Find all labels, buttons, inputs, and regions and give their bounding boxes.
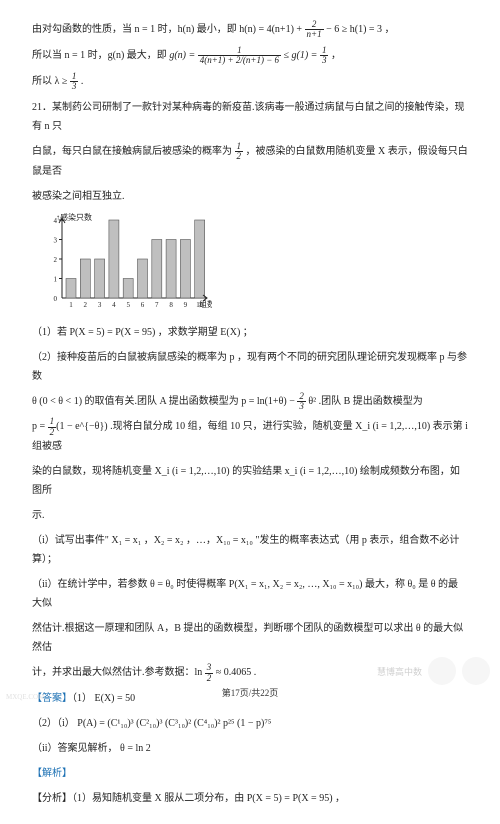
sub-ii-b: 然估计.根据这一原理和团队 A，B 提出的函数模型，判断哪个团队的函数模型可以求… — [32, 619, 468, 657]
sub-ii-a: （ii）在统计学中，若参数 θ = θ₀ 时使得概率 P(X₁ = x₁, X₂… — [32, 575, 468, 613]
derivation-line-1: 由对勾函数的性质，当 n = 1 时，h(n) 最小，即 h(n) = 4(n+… — [32, 20, 468, 40]
text: 所以当 n = 1 时，g(n) 最大，即 — [32, 50, 169, 61]
part2-d: p = 12(1 − e^{−θ}) .现将白鼠分成 10 组，每组 10 只，… — [32, 417, 468, 456]
svg-text:9: 9 — [184, 301, 188, 309]
frac-2-over-nplus1: 2n+1 — [305, 20, 324, 40]
svg-text:3: 3 — [98, 301, 102, 309]
q21-line-a: 21．某制药公司研制了一款针对某种病毒的新疫苗.该病毒一般通过病鼠与白鼠之间的接… — [32, 98, 468, 136]
text: θ (0 < θ < 1) 的取值有关.团队 A 提出函数模型为 p = ln(… — [32, 396, 297, 407]
svg-text:3: 3 — [54, 236, 58, 244]
text: 白鼠，每只白鼠在接触病鼠后被感染的概率为 — [32, 146, 235, 157]
corner-mark: MXQE.COM — [6, 693, 44, 701]
text: − 6 ≥ h(1) = 3 ， — [324, 24, 395, 35]
svg-text:6: 6 — [141, 301, 145, 309]
q21-line-d: 被感染之间相互独立. — [32, 187, 468, 206]
page-footer: 第17页/共22页 — [0, 686, 500, 699]
eq-g-n: g(n) = — [169, 50, 197, 61]
frac-1-2-b: 12 — [48, 417, 57, 437]
text: 计，并求出最大似然估计.参考数据：ln — [32, 667, 205, 678]
text: θ² .团队 B 提出函数模型为 — [306, 396, 423, 407]
sub-i: （i）试写出事件" X₁ = x₁ ，X₂ = x₂ ，…，X₁₀ = x₁₀ … — [32, 531, 468, 569]
part2-f: 染的白鼠数，现将随机变量 X_i (i = 1,2,…,10) 的实验结果 x_… — [32, 462, 468, 500]
chart-ylabel: ↑感染只数 — [56, 210, 92, 225]
part2-b: θ (0 < θ < 1) 的取值有关.团队 A 提出函数模型为 p = ln(… — [32, 392, 468, 412]
derivation-line-2: 所以当 n = 1 时，g(n) 最大，即 g(n) = 14(n+1) + 2… — [32, 46, 468, 66]
frac-3-2: 32 — [205, 663, 214, 683]
svg-text:1: 1 — [69, 301, 73, 309]
text: ， — [328, 50, 341, 61]
frequency-bar-chart: ↑感染只数 1234012345678910组数 — [42, 212, 212, 317]
watermark-badge-1 — [428, 657, 456, 685]
svg-text:4: 4 — [112, 301, 116, 309]
text: 所以 λ ≥ — [32, 76, 70, 87]
chart-svg: 1234012345678910组数 — [42, 212, 212, 317]
svg-text:2: 2 — [54, 256, 58, 264]
analysis-1: 【分析】（1）易知随机变量 X 服从二项分布，由 P(X = 5) = P(X … — [32, 789, 468, 808]
part2-g: 示. — [32, 506, 468, 525]
answer-2: （2）（i） P(A) = (C¹₁₀)³ (C²₁₀)³ (C³₁₀)² (C… — [32, 714, 468, 733]
text: ≈ 0.4065 . — [213, 667, 256, 678]
svg-text:组数: 组数 — [199, 299, 212, 309]
svg-text:1: 1 — [54, 275, 58, 283]
watermark-badge-2 — [462, 657, 490, 685]
le-sign: ≤ g(1) = — [281, 50, 320, 61]
frac-2-3: 23 — [297, 392, 306, 412]
watermark-text: 慧博高中数 — [377, 665, 422, 678]
svg-text:2: 2 — [84, 301, 88, 309]
frac-big: 14(n+1) + 2/(n+1) − 6 — [198, 46, 281, 66]
explanation-label: 【解析】 — [32, 764, 468, 783]
text: 由对勾函数的性质，当 n = 1 时，h(n) 最小，即 h(n) = 4(n+… — [32, 24, 305, 35]
derivation-line-3: 所以 λ ≥ 13 . — [32, 72, 468, 92]
part1: （1）若 P(X = 5) = P(X = 95) ，求数学期望 E(X) ； — [32, 323, 468, 342]
text: (1 − e^{−θ}) .现将白鼠分成 10 组，每组 10 只，进行实验，随… — [32, 422, 468, 453]
svg-text:8: 8 — [169, 301, 173, 309]
part2-a: （2）接种疫苗后的白鼠被病鼠感染的概率为 p ，现有两个不同的研究团队理论研究发… — [32, 348, 468, 386]
svg-text:7: 7 — [155, 301, 159, 309]
text: p = — [32, 422, 48, 433]
svg-text:5: 5 — [126, 301, 130, 309]
svg-text:0: 0 — [54, 295, 58, 303]
frac-1-2-a: 12 — [235, 142, 244, 162]
text: . — [78, 76, 83, 87]
q21-line-b: 白鼠，每只白鼠在接触病鼠后被感染的概率为 12 ，被感染的白鼠数用随机变量 X … — [32, 142, 468, 181]
watermark: 慧博高中数 — [377, 657, 490, 685]
answer-3: （ii）答案见解析， θ = ln 2 — [32, 739, 468, 758]
